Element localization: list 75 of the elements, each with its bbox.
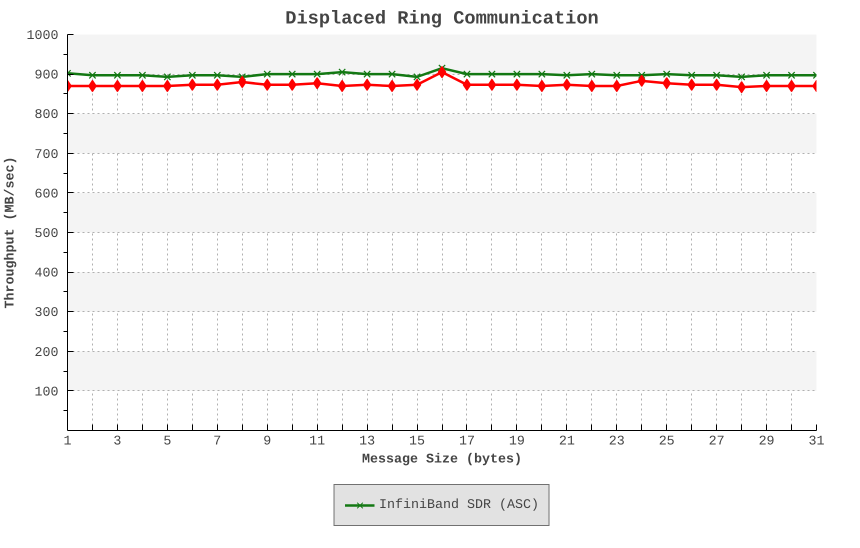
x-tick-label: 15 (409, 434, 426, 450)
point (114, 72, 122, 80)
point (88, 72, 96, 80)
point (238, 73, 246, 81)
x-tick-label: 9 (263, 434, 272, 450)
point (762, 72, 770, 80)
point (562, 78, 572, 91)
point (138, 72, 146, 80)
point (313, 70, 321, 78)
x-tick-label: 23 (608, 434, 625, 450)
point (588, 70, 596, 78)
y-tick-label: 600 (34, 187, 59, 202)
x-tick-label: 21 (558, 434, 575, 450)
y-tick-label: 800 (34, 108, 59, 124)
x-tick-label: 11 (309, 434, 326, 450)
y-tick-label: 100 (34, 385, 59, 400)
point (462, 78, 472, 91)
point (312, 77, 322, 90)
point (513, 70, 521, 78)
point (412, 78, 422, 91)
point (338, 68, 346, 76)
point (538, 70, 546, 78)
point (263, 70, 272, 78)
y-tick-label: 500 (34, 227, 59, 242)
point (362, 78, 372, 91)
x-tick-label: 25 (658, 434, 675, 450)
point (662, 77, 671, 90)
point (188, 78, 197, 91)
y-tick-label: 200 (34, 346, 59, 361)
x-tick-label: 1 (64, 434, 72, 450)
x-tick-label: 27 (708, 434, 725, 450)
point (463, 70, 471, 78)
point (638, 72, 646, 80)
x-tick-label: 7 (213, 434, 222, 450)
point (738, 73, 746, 81)
y-tick-label: 1000 (26, 29, 59, 44)
chart-title: Displaced Ring Communication (285, 8, 599, 30)
point (563, 72, 571, 80)
x-tick-label: 29 (758, 434, 775, 450)
point (488, 78, 496, 91)
x-tick-label: 19 (508, 434, 525, 450)
point (712, 78, 721, 91)
point (213, 78, 222, 91)
point (363, 70, 371, 78)
point (612, 72, 621, 80)
x-tick-label: 17 (458, 434, 475, 450)
point (662, 70, 670, 78)
point (687, 78, 696, 91)
point (637, 74, 646, 87)
legend-label: InfiniBand SDR (ASC) (379, 498, 539, 512)
x-tick-label: 5 (163, 434, 172, 450)
y-tick-label: 700 (34, 148, 59, 163)
x-tick-label: 31 (808, 434, 824, 450)
point (688, 72, 696, 80)
point (262, 78, 272, 91)
point (288, 78, 296, 91)
point (712, 72, 720, 80)
point (214, 72, 222, 80)
point (188, 72, 196, 80)
y-tick-label: 400 (34, 266, 59, 282)
point (512, 78, 522, 91)
point (438, 66, 446, 78)
point (788, 72, 796, 80)
point (488, 70, 496, 78)
point (388, 70, 396, 78)
point (288, 70, 296, 78)
x-axis-title: Message Size (bytes) (362, 452, 522, 468)
x-tick-label: 13 (359, 434, 376, 450)
y-tick-label: 900 (34, 68, 59, 84)
point (413, 73, 421, 81)
x-tick-label: 3 (113, 434, 122, 450)
y-axis-title: Throughput (MB/sec) (4, 156, 19, 308)
point (737, 81, 746, 94)
y-tick-label: 300 (34, 306, 59, 322)
point (164, 73, 172, 81)
